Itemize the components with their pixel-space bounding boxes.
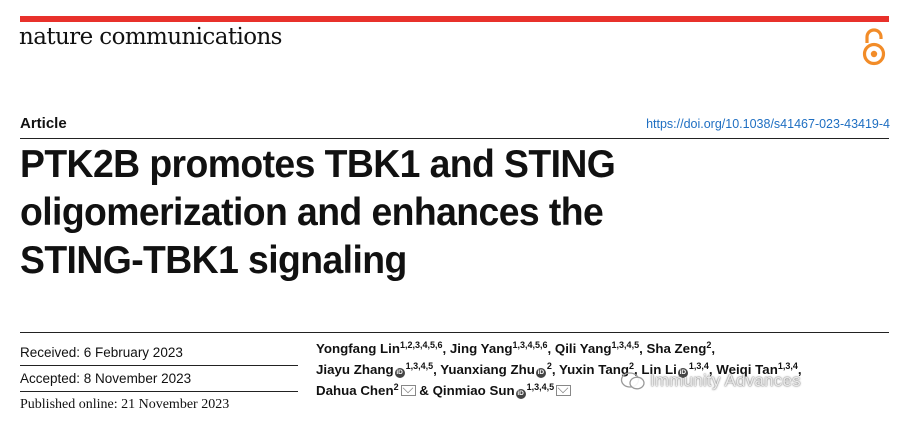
author-affiliation: 1,3,4 [688, 361, 709, 371]
article-type-label: Article [20, 115, 67, 132]
author-affiliation: 1,2,3,4,5,6 [399, 340, 443, 350]
title-line: PTK2B promotes TBK1 and STING [20, 143, 616, 186]
author-affiliation: 1,3,4,5 [405, 361, 434, 371]
title-line: oligomerization and enhances the [20, 191, 604, 234]
author-name[interactable]: Yuanxiang Zhu [440, 362, 535, 377]
watermark-text: Immunity Advances [650, 371, 801, 390]
date-divider [20, 365, 298, 366]
author-separator: , [442, 341, 450, 356]
author-separator: , [711, 341, 716, 356]
author-affiliation: 2 [393, 382, 399, 392]
date-divider [20, 391, 298, 392]
title-line: STING-TBK1 signaling [20, 239, 407, 282]
author-affiliation: 1,3,4 [777, 361, 798, 371]
author-affiliation: 2 [628, 361, 634, 371]
author-name[interactable]: Qinmiao Sun [432, 383, 515, 398]
author-separator: , [433, 362, 441, 377]
open-access-lock-icon [862, 28, 886, 66]
author-separator: , [708, 362, 717, 377]
author-affiliation: 1,3,4,5 [611, 340, 640, 350]
accepted-date: Accepted: 8 November 2023 [20, 371, 192, 386]
author-name[interactable]: Yuxin Tang [559, 362, 629, 377]
author-separator: & [415, 383, 433, 398]
orcid-icon[interactable]: iD [677, 368, 688, 378]
author-affiliation: 1,3,4,5,6 [512, 340, 548, 350]
header-divider [20, 138, 889, 139]
author-name[interactable]: Dahua Chen [316, 383, 394, 398]
author-separator: , [547, 341, 555, 356]
journal-accent-bar [20, 16, 889, 22]
corresponding-email-icon[interactable] [556, 385, 572, 396]
author-affiliation: 1,3,4,5 [526, 382, 555, 392]
author-name[interactable]: Weiqi Tan [716, 362, 778, 377]
published-date: Published online: 21 November 2023 [20, 397, 230, 412]
author-affiliation: 2 [706, 340, 712, 350]
author-separator: , [797, 362, 802, 377]
author-separator: , [551, 362, 560, 377]
author-separator: , [639, 341, 647, 356]
author-name[interactable]: Lin Li [641, 362, 677, 377]
author-list: Yongfang Lin1,2,3,4,5,6, Jing Yang1,3,4,… [316, 338, 891, 401]
article-title: PTK2B promotes TBK1 and STING oligomeriz… [20, 141, 796, 285]
orcid-icon[interactable]: iD [535, 368, 546, 378]
doi-link[interactable]: https://doi.org/10.1038/s41467-023-43419… [646, 117, 890, 131]
author-affiliation: 2 [546, 361, 552, 371]
article-dates: Received: 6 February 2023 Accepted: 8 No… [20, 340, 298, 417]
author-name[interactable]: Jiayu Zhang [316, 362, 394, 377]
orcid-icon[interactable]: iD [515, 389, 526, 399]
received-date: Received: 6 February 2023 [20, 345, 183, 360]
author-separator: , [634, 362, 642, 377]
author-name[interactable]: Qili Yang [554, 341, 612, 356]
wechat-watermark-icon [620, 372, 645, 390]
orcid-icon[interactable]: iD [394, 368, 405, 378]
author-name[interactable]: Yongfang Lin [316, 341, 400, 356]
corresponding-email-icon[interactable] [400, 385, 416, 396]
author-name[interactable]: Jing Yang [449, 341, 513, 356]
journal-name[interactable]: nature communications [19, 24, 282, 50]
title-divider [20, 332, 889, 333]
author-name[interactable]: Sha Zeng [646, 341, 707, 356]
